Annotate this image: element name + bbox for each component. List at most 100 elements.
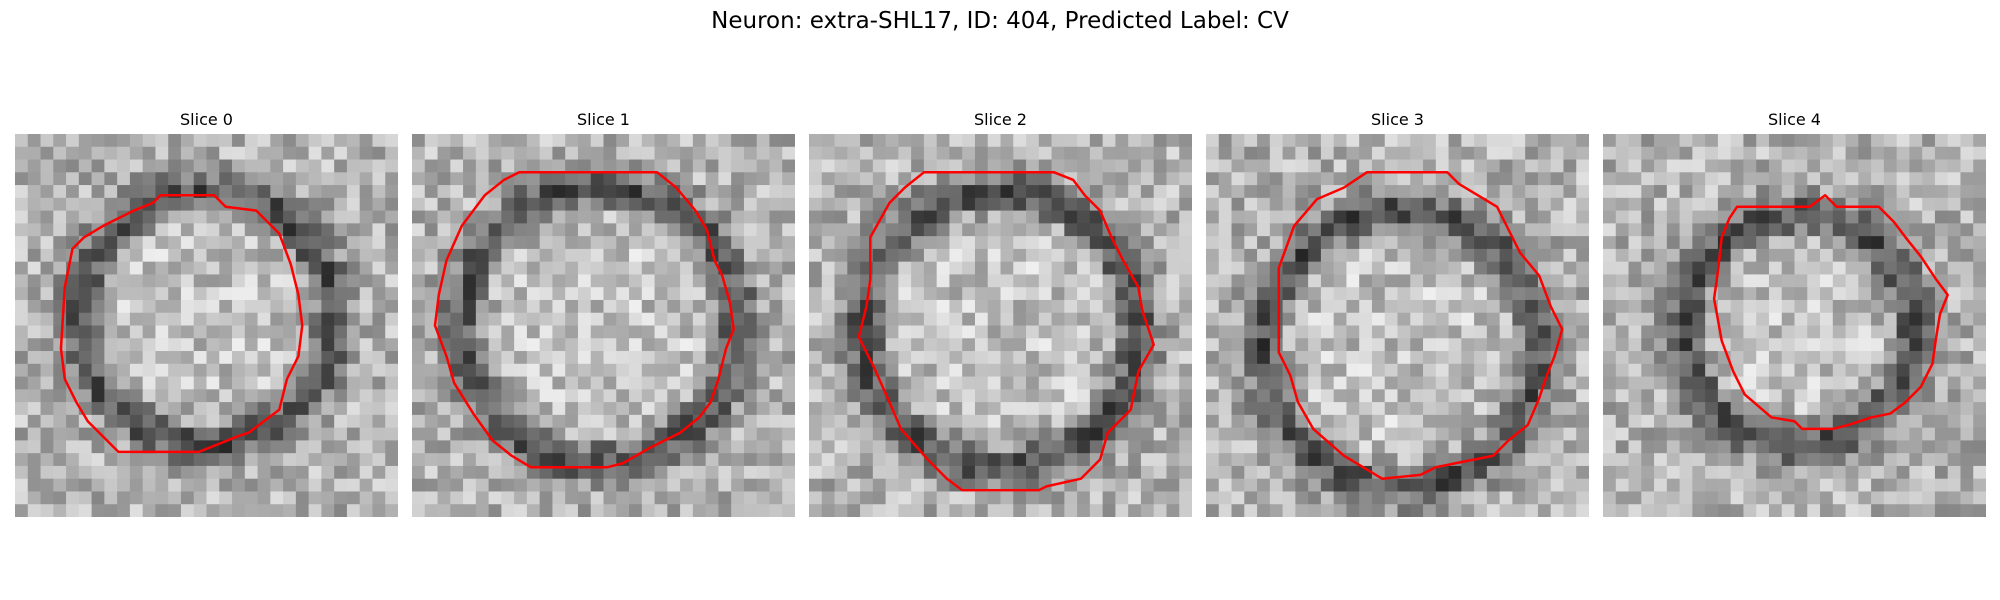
pixel (308, 453, 322, 467)
pixel (1934, 134, 1949, 148)
pixel (15, 287, 29, 301)
pixel (1705, 261, 1719, 275)
pixel (1973, 402, 1986, 416)
pixel (1537, 159, 1552, 173)
pixel (1346, 159, 1360, 173)
pixel (244, 236, 258, 250)
pixel (1282, 312, 1296, 326)
pixel (616, 223, 630, 237)
pixel (1153, 440, 1167, 454)
pixel (1641, 197, 1655, 211)
pixel (847, 223, 861, 237)
pixel (15, 134, 29, 148)
pixel (847, 299, 861, 314)
pixel (1883, 427, 1898, 441)
pixel (1218, 274, 1232, 288)
pixel (488, 134, 502, 148)
pixel (372, 402, 386, 416)
pixel (1269, 453, 1283, 467)
pixel (1231, 402, 1245, 416)
pixel (1474, 312, 1488, 326)
pixel (1512, 146, 1526, 160)
pixel (641, 453, 655, 467)
pixel (346, 287, 361, 301)
pixel (667, 465, 681, 480)
pixel (769, 248, 783, 263)
pixel (1679, 146, 1693, 160)
pixel (1026, 389, 1040, 403)
pixel (1934, 261, 1949, 275)
pixel (142, 236, 156, 250)
pixel (718, 299, 732, 314)
pixel (1934, 376, 1949, 390)
pixel (1743, 465, 1757, 480)
pixel (1679, 351, 1693, 365)
pixel (898, 491, 912, 505)
pixel (885, 159, 899, 173)
pixel (1743, 299, 1757, 314)
pixel (475, 159, 489, 173)
pixel (1218, 146, 1232, 160)
pixel (295, 159, 310, 173)
pixel (1308, 453, 1322, 467)
pixel (1641, 491, 1655, 505)
pixel (667, 414, 681, 429)
pixel (692, 389, 707, 403)
pixel (718, 197, 732, 211)
pixel (1499, 172, 1513, 186)
pixel (1692, 440, 1706, 454)
pixel (1768, 185, 1783, 199)
pixel (91, 299, 105, 314)
pixel (1499, 159, 1513, 173)
pixel (129, 299, 144, 314)
pixel (53, 402, 67, 416)
pixel (117, 261, 131, 275)
pixel (1832, 261, 1846, 275)
pixel (1371, 351, 1386, 365)
pixel (962, 236, 976, 250)
pixel (1654, 236, 1668, 250)
pixel (117, 440, 131, 454)
pixel (1858, 159, 1872, 173)
pixel (1525, 185, 1539, 199)
pixel (1461, 504, 1475, 517)
pixel (1231, 185, 1245, 199)
pixel (552, 376, 566, 390)
pixel (1320, 504, 1335, 517)
pixel (936, 440, 950, 454)
pixel (412, 274, 426, 288)
pixel (1628, 312, 1642, 326)
pixel (463, 287, 477, 301)
pixel (40, 440, 54, 454)
pixel (1576, 299, 1589, 314)
pixel (1320, 414, 1335, 429)
pixel (552, 172, 566, 186)
pixel (1858, 363, 1872, 377)
pixel (244, 299, 258, 314)
pixel (1115, 146, 1129, 160)
pixel (1486, 504, 1501, 517)
pixel (334, 414, 348, 429)
pixel (1794, 389, 1808, 403)
pixel (206, 478, 220, 492)
pixel (1666, 465, 1680, 480)
pixel (1615, 261, 1629, 275)
pixel (1947, 325, 1961, 339)
pixel (1115, 402, 1129, 416)
pixel (923, 465, 938, 480)
pixel (1153, 363, 1167, 377)
pixel (283, 504, 297, 517)
pixel (1206, 504, 1220, 517)
pixel (1269, 402, 1283, 416)
pixel (731, 491, 745, 505)
pixel (412, 248, 426, 263)
pixel (565, 274, 579, 288)
pixel (1550, 363, 1564, 377)
pixel (206, 325, 220, 339)
pixel (962, 261, 976, 275)
pixel (962, 223, 976, 237)
pixel (590, 210, 604, 224)
pixel (142, 325, 156, 339)
pixel (1038, 491, 1052, 505)
pixel (936, 453, 950, 467)
